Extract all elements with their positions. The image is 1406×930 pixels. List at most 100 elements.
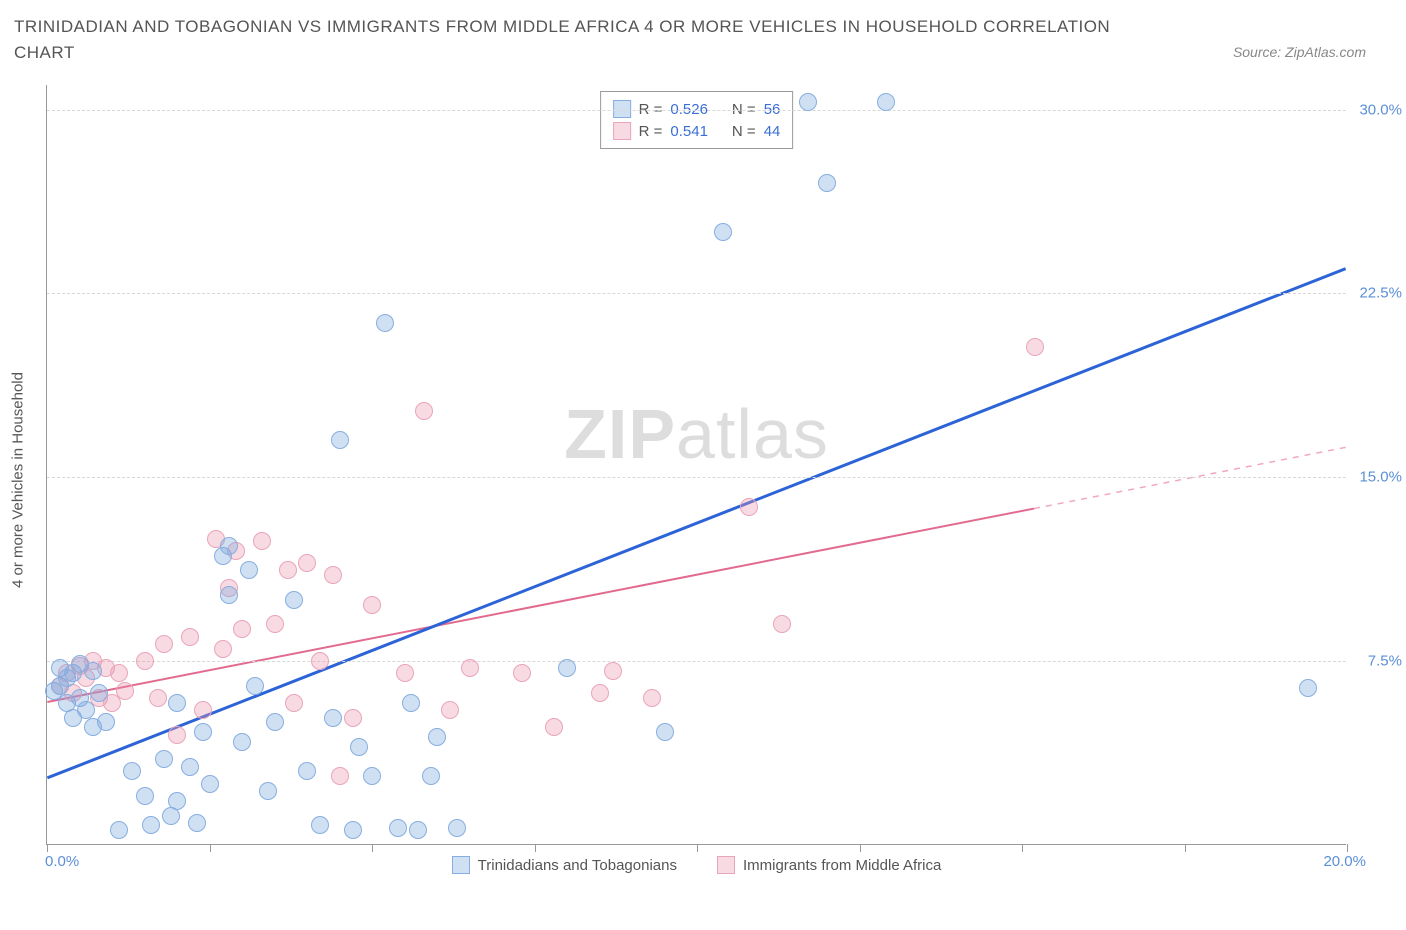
scatter-point-b: [285, 694, 303, 712]
x-tick: [372, 844, 373, 852]
y-tick-label: 30.0%: [1359, 101, 1402, 118]
scatter-point-a: [448, 819, 466, 837]
scatter-point-b: [344, 709, 362, 727]
plot-area: ZIPatlas R = 0.526 N = 56 R = 0.541 N = …: [46, 85, 1346, 845]
scatter-point-a: [110, 821, 128, 839]
scatter-point-a: [77, 701, 95, 719]
y-tick-label: 7.5%: [1368, 653, 1402, 670]
scatter-point-a: [818, 174, 836, 192]
scatter-point-b: [298, 554, 316, 572]
scatter-point-a: [181, 758, 199, 776]
y-tick-label: 15.0%: [1359, 469, 1402, 486]
x-tick: [47, 844, 48, 852]
scatter-point-a: [389, 819, 407, 837]
scatter-point-a: [558, 659, 576, 677]
scatter-point-b: [279, 561, 297, 579]
scatter-point-a: [285, 591, 303, 609]
scatter-point-a: [194, 723, 212, 741]
scatter-point-a: [331, 431, 349, 449]
scatter-point-b: [513, 664, 531, 682]
scatter-point-a: [799, 93, 817, 111]
y-tick-label: 22.5%: [1359, 285, 1402, 302]
scatter-point-b: [324, 566, 342, 584]
scatter-point-a: [376, 314, 394, 332]
scatter-point-a: [220, 537, 238, 555]
legend-item-b: Immigrants from Middle Africa: [717, 856, 941, 874]
scatter-point-b: [181, 628, 199, 646]
scatter-point-b: [168, 726, 186, 744]
scatter-point-a: [428, 728, 446, 746]
chart-title: TRINIDADIAN AND TOBAGONIAN VS IMMIGRANTS…: [14, 14, 1114, 65]
scatter-point-b: [331, 767, 349, 785]
scatter-point-a: [188, 814, 206, 832]
scatter-point-b: [233, 620, 251, 638]
n-label: N =: [732, 123, 756, 140]
n-value-b: 44: [764, 123, 781, 140]
scatter-point-b: [591, 684, 609, 702]
series-legend: Trinidadians and Tobagonians Immigrants …: [47, 856, 1346, 874]
scatter-point-a: [246, 677, 264, 695]
scatter-point-b: [110, 664, 128, 682]
scatter-point-a: [168, 792, 186, 810]
watermark: ZIPatlas: [564, 394, 829, 474]
gridline: [47, 293, 1346, 294]
scatter-point-b: [415, 402, 433, 420]
scatter-point-a: [714, 223, 732, 241]
scatter-point-a: [220, 586, 238, 604]
scatter-point-a: [363, 767, 381, 785]
scatter-point-b: [253, 532, 271, 550]
scatter-point-a: [324, 709, 342, 727]
scatter-point-b: [116, 682, 134, 700]
x-tick: [210, 844, 211, 852]
scatter-point-b: [604, 662, 622, 680]
x-tick: [1185, 844, 1186, 852]
gridline: [47, 661, 1346, 662]
x-tick: [1347, 844, 1348, 852]
scatter-point-a: [142, 816, 160, 834]
scatter-point-a: [266, 713, 284, 731]
scatter-point-b: [194, 701, 212, 719]
scatter-point-a: [402, 694, 420, 712]
scatter-point-a: [168, 694, 186, 712]
scatter-point-a: [123, 762, 141, 780]
scatter-point-b: [155, 635, 173, 653]
series-b-name: Immigrants from Middle Africa: [743, 857, 941, 874]
x-tick: [697, 844, 698, 852]
scatter-point-a: [90, 684, 108, 702]
swatch-series-a: [452, 856, 470, 874]
y-axis-title: 4 or more Vehicles in Household: [10, 372, 27, 588]
series-a-name: Trinidadians and Tobagonians: [478, 857, 677, 874]
scatter-point-a: [136, 787, 154, 805]
scatter-point-b: [643, 689, 661, 707]
scatter-point-b: [461, 659, 479, 677]
scatter-point-b: [773, 615, 791, 633]
watermark-atlas: atlas: [676, 395, 829, 473]
scatter-point-a: [350, 738, 368, 756]
scatter-point-a: [344, 821, 362, 839]
scatter-point-a: [656, 723, 674, 741]
chart-container: 4 or more Vehicles in Household ZIPatlas…: [46, 85, 1386, 875]
scatter-point-b: [396, 664, 414, 682]
scatter-point-a: [84, 662, 102, 680]
gridline: [47, 110, 1346, 111]
scatter-point-b: [545, 718, 563, 736]
scatter-point-b: [214, 640, 232, 658]
x-tick: [535, 844, 536, 852]
scatter-point-a: [240, 561, 258, 579]
scatter-point-a: [201, 775, 219, 793]
stats-row-b: R = 0.541 N = 44: [613, 120, 781, 142]
scatter-point-b: [363, 596, 381, 614]
scatter-point-a: [877, 93, 895, 111]
scatter-point-b: [311, 652, 329, 670]
scatter-point-b: [266, 615, 284, 633]
r-value-b: 0.541: [670, 123, 708, 140]
scatter-point-a: [259, 782, 277, 800]
scatter-point-a: [233, 733, 251, 751]
scatter-point-b: [136, 652, 154, 670]
scatter-point-b: [740, 498, 758, 516]
stats-legend: R = 0.526 N = 56 R = 0.541 N = 44: [600, 91, 794, 149]
watermark-zip: ZIP: [564, 395, 676, 473]
trendlines-svg: [47, 85, 1346, 844]
scatter-point-a: [97, 713, 115, 731]
x-tick: [860, 844, 861, 852]
